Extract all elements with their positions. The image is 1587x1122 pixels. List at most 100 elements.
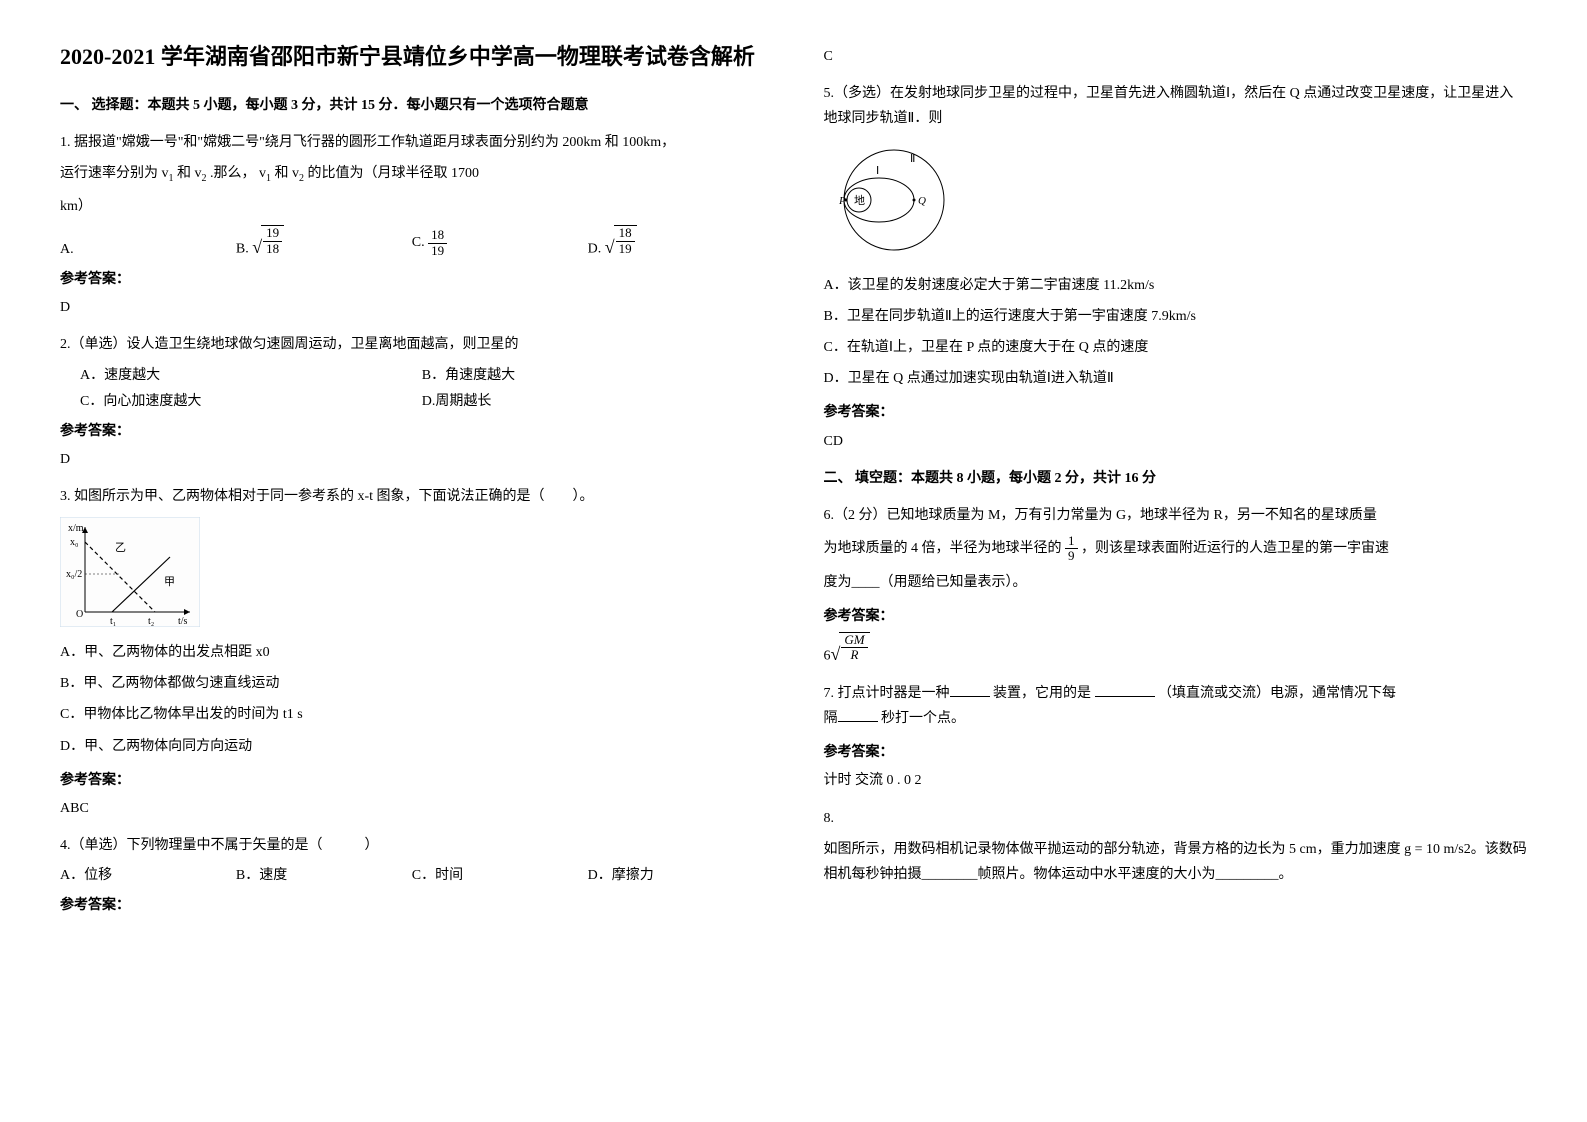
I-label: Ⅰ (876, 165, 879, 177)
q4-stem: 4.（单选）下列物理量中不属于矢量的是（ ） (60, 833, 764, 858)
var-v2: v2 (195, 166, 207, 181)
q4-answer-label: 参考答案： (60, 892, 764, 917)
blank-3 (838, 707, 878, 722)
q3-answer: ABC (60, 796, 764, 821)
q7-answer: 计时 交流 0 . 0 2 (824, 768, 1528, 793)
q1-optD: D. 1819 (588, 225, 764, 258)
t2-label: t₂ (148, 616, 154, 627)
q5-optC: C．在轨道Ⅰ上，卫星在 P 点的速度大于在 Q 点的速度 (824, 335, 1528, 360)
P-label: P (838, 195, 846, 207)
exam-title: 2020-2021 学年湖南省邵阳市新宁县靖位乡中学高一物理联考试卷含解析 (60, 40, 764, 73)
x0-label: x₀ (70, 537, 79, 548)
q6-stem-b-post: ，则该星球表面附近运行的人造卫星的第一宇宙速 (1081, 541, 1389, 556)
q2-options-row1: A．速度越大 B．角速度越大 (60, 364, 764, 384)
q7-part-b: 装置，它用的是 (993, 686, 1095, 701)
q1-stem-part1: 运行速率分别为 (60, 166, 158, 181)
q1-answer-label: 参考答案： (60, 266, 764, 291)
q2-optB: B．角速度越大 (422, 364, 764, 384)
right-column: C 5.（多选）在发射地球同步卫星的过程中，卫星首先进入椭圆轨道Ⅰ，然后在 Q … (824, 40, 1528, 922)
var-v1: v1 (162, 166, 174, 181)
q1-optB-label: B. (236, 242, 249, 257)
q6-answer-label: 参考答案： (824, 603, 1528, 628)
q5-optA: A．该卫星的发射速度必定大于第二宇宙速度 11.2km/s (824, 273, 1528, 298)
q7-part-d: 隔 (824, 711, 838, 726)
q4-optD: D．摩擦力 (588, 864, 764, 884)
q3-figure: x/m t/s O x₀ x₀/2 t₁ t₂ 甲 乙 (60, 517, 200, 632)
q2-stem: 2.（单选）设人造卫生绕地球做匀速圆周运动，卫星离地面越高，则卫星的 (60, 332, 764, 357)
q1-answer: D (60, 295, 764, 320)
q5-stem: 5.（多选）在发射地球同步卫星的过程中，卫星首先进入椭圆轨道Ⅰ，然后在 Q 点通… (824, 81, 1528, 131)
q4-answer: C (824, 44, 1528, 69)
t1-label: t₁ (110, 616, 116, 627)
q1-optD-label: D. (588, 242, 602, 257)
q4-optA: A．位移 (60, 864, 236, 884)
q1-optC: C. 1819 (412, 228, 588, 258)
II-label: Ⅱ (910, 153, 915, 165)
axis-y-label: x/m (68, 523, 84, 534)
left-column: 2020-2021 学年湖南省邵阳市新宁县靖位乡中学高一物理联考试卷含解析 一、… (60, 40, 764, 922)
var-v2b: v2 (292, 166, 304, 181)
jia-label: 甲 (164, 576, 175, 588)
q2-optD: D.周期越长 (422, 390, 764, 410)
q4-optB: B．速度 (236, 864, 412, 884)
q1-options: A. B. 1918 C. 1819 D. 1819 (60, 225, 764, 258)
Q-label: Q (918, 195, 926, 207)
q6-ans-sqrt: GMR (831, 632, 870, 663)
yi-label: 乙 (115, 541, 126, 554)
q2-answer-label: 参考答案： (60, 418, 764, 443)
axis-x-label: t/s (178, 616, 188, 627)
section2-heading: 二、 填空题：本题共 8 小题，每小题 2 分，共计 16 分 (824, 466, 1528, 491)
q6-answer: 6GMR (824, 632, 1528, 669)
q5-optD: D．卫星在 Q 点通过加速实现由轨道Ⅰ进入轨道Ⅱ (824, 366, 1528, 391)
q1-stem-line1: 1. 据报道"嫦娥一号"和"嫦娥二号"绕月飞行器的圆形工作轨道距月球表面分别约为… (60, 130, 764, 155)
q3-optC: C．甲物体比乙物体早出发的时间为 t1 s (60, 702, 764, 727)
q1-optC-label: C. (412, 235, 425, 250)
q3-stem: 3. 如图所示为甲、乙两物体相对于同一参考系的 x-t 图象，下面说法正确的是（… (60, 484, 764, 509)
q1-optD-math: 1819 (605, 225, 637, 256)
q7-answer-label: 参考答案： (824, 739, 1528, 764)
q5-optB: B．卫星在同步轨道Ⅱ上的运行速度大于第一宇宙速度 7.9km/s (824, 304, 1528, 329)
q5-figure: 地 P Q Ⅰ Ⅱ (824, 140, 964, 265)
q1-stem-part2: 和 (177, 166, 191, 181)
q2-answer: D (60, 447, 764, 472)
q8-num: 8. (824, 806, 1528, 831)
earth-label: 地 (854, 194, 865, 207)
q6-stem-b-pre: 为地球质量的 4 倍，半径为地球半径的 (824, 541, 1062, 556)
q3-optB: B．甲、乙两物体都做匀速直线运动 (60, 671, 764, 696)
q3-optD: D．甲、乙两物体向同方向运动 (60, 734, 764, 759)
origin-label: O (76, 609, 83, 620)
x0half-label: x₀/2 (66, 569, 82, 580)
blank-1 (950, 682, 990, 697)
q1-optB: B. 1918 (236, 225, 412, 258)
q6-frac: 19 (1065, 534, 1078, 564)
var-v1b: v1 (259, 166, 271, 181)
section1-heading: 一、 选择题：本题共 5 小题，每小题 3 分，共计 15 分．每小题只有一个选… (60, 93, 764, 118)
q3-optA: A．甲、乙两物体的出发点相距 x0 (60, 640, 764, 665)
q7-part-e: 秒打一个点。 (881, 711, 965, 726)
q4-optC: C．时间 (412, 864, 588, 884)
q4-options: A．位移 B．速度 C．时间 D．摩擦力 (60, 864, 764, 884)
q6-ans-coef: 6 (824, 649, 831, 664)
q3-answer-label: 参考答案： (60, 767, 764, 792)
q1-stem-line3: km） (60, 194, 764, 219)
q2-optC: C．向心加速度越大 (80, 390, 422, 410)
q6-stem-b: 为地球质量的 4 倍，半径为地球半径的 19 ，则该星球表面附近运行的人造卫星的… (824, 534, 1528, 564)
q8-stem: 如图所示，用数码相机记录物体做平抛运动的部分轨迹，背景方格的边长为 5 cm，重… (824, 837, 1528, 887)
q6-stem-c: 度为____（用题给已知量表示）。 (824, 570, 1528, 595)
q1-stem-part4: 的比值为（月球半径取 1700 (308, 166, 480, 181)
q6-stem-a: 6.（2 分）已知地球质量为 M，万有引力常量为 G，地球半径为 R，另一不知名… (824, 503, 1528, 528)
q1-optB-math: 1918 (252, 225, 284, 256)
q1-stem-line2: 运行速率分别为 v1 和 v2 .那么， v1 和 v2 的比值为（月球半径取 … (60, 161, 764, 188)
q1-stem-part3: .那么， (210, 166, 256, 181)
q7-part-a: 7. 打点计时器是一种 (824, 686, 950, 701)
q5-answer: CD (824, 429, 1528, 454)
q7-part-c: （填直流或交流）电源，通常情况下每 (1158, 686, 1396, 701)
q1-optA: A. (60, 242, 236, 258)
q5-answer-label: 参考答案： (824, 399, 1528, 424)
blank-2 (1095, 682, 1155, 697)
q1-stem-part2b: 和 (275, 166, 289, 181)
q7-stem: 7. 打点计时器是一种 装置，它用的是 （填直流或交流）电源，通常情况下每 隔 … (824, 681, 1528, 731)
q2-optA: A．速度越大 (80, 364, 422, 384)
q2-options-row2: C．向心加速度越大 D.周期越长 (60, 390, 764, 410)
q1-optC-math: 1819 (428, 228, 447, 258)
